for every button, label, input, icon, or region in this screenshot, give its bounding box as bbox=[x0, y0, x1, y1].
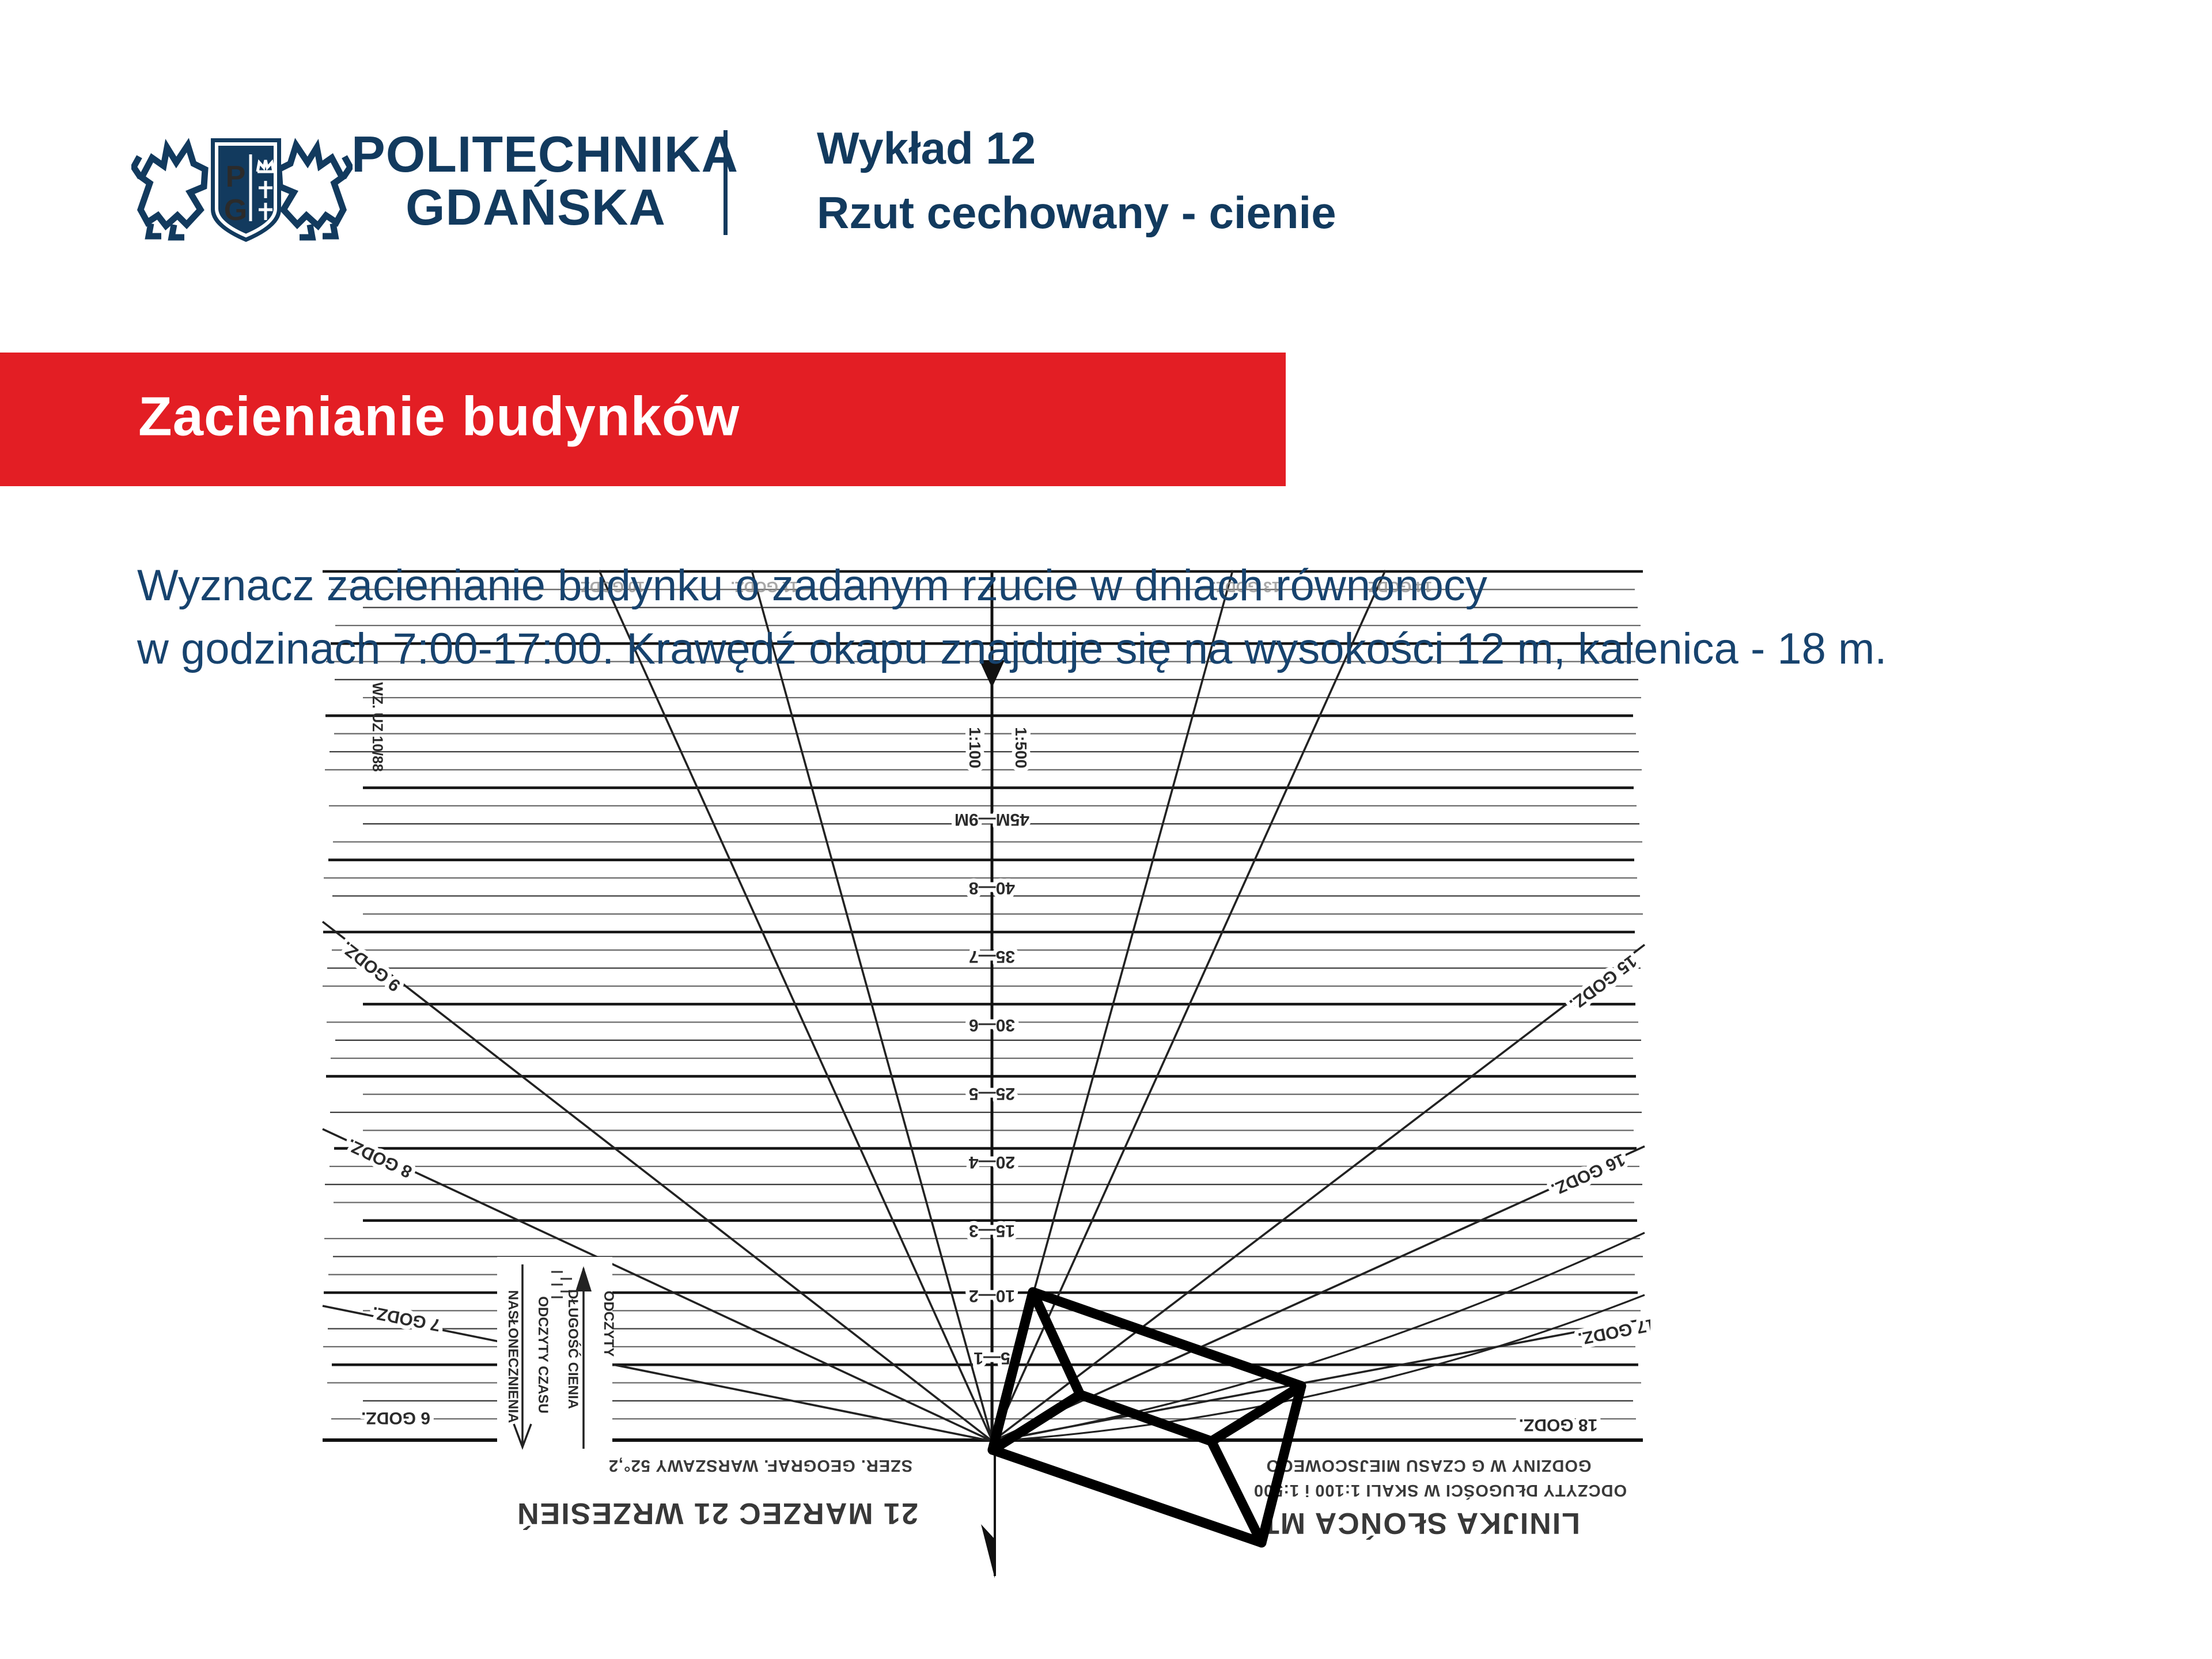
university-name-line1: POLITECHNIKA bbox=[351, 126, 738, 183]
hour-label-top: 14 GODZ. bbox=[1364, 578, 1432, 596]
hour-label-top: 11 GODZ. bbox=[730, 578, 798, 596]
legend-columns: NASŁONECZNIENIA ODCZYTY CZASU DŁUGOŚĆ CIEN… bbox=[497, 1257, 616, 1457]
caption-dates: 21 MARZEC 21 WRZESIEŃ bbox=[516, 1497, 918, 1530]
hour-ray bbox=[751, 570, 994, 1442]
hour-ray bbox=[991, 944, 1646, 1442]
axis-tick-label: 30—6 bbox=[969, 1016, 1015, 1035]
lecture-title: Rzut cechowany - cienie bbox=[817, 187, 1336, 238]
hour-label-left: 7 GODZ. bbox=[370, 1303, 442, 1335]
lecture-number: Wykład 12 bbox=[817, 123, 1036, 173]
university-name-line2: GDAŃSKA bbox=[406, 179, 666, 236]
hour-label-right: 16 GODZ. bbox=[1548, 1150, 1628, 1199]
axis-tick-label: 35—7 bbox=[969, 947, 1015, 966]
hour-ray bbox=[322, 1305, 993, 1442]
axis-tick-label: 40—8 bbox=[969, 878, 1015, 897]
pg-university-emblem-icon: P G bbox=[131, 138, 353, 242]
emblem-letter-g: G bbox=[224, 194, 247, 227]
task-line2: w godzinach 7:00-17:00. Krawędź okapu zn… bbox=[137, 624, 1887, 673]
shield-icon: P G bbox=[211, 138, 281, 242]
legend-clearing bbox=[497, 1257, 612, 1457]
hour-label-top: 10 GODZ. bbox=[577, 578, 645, 596]
arrow-up-icon bbox=[575, 1266, 592, 1291]
axis-tick-label: 45M—9M bbox=[955, 810, 1029, 829]
header-divider bbox=[724, 130, 728, 235]
ground-label-left: 6 GODZ. bbox=[361, 1408, 430, 1427]
gdansk-crown-crosses-icon bbox=[256, 159, 275, 220]
declination-curve bbox=[992, 1294, 1645, 1442]
hour-label-top: 13 GODZ. bbox=[1212, 578, 1280, 596]
caption-hours-note: GODZINY W G CZASU MIEJSCOWEGO bbox=[1266, 1456, 1592, 1475]
section-title: Zacienianie budynków bbox=[138, 385, 740, 448]
hour-ray bbox=[598, 570, 994, 1442]
caption-scale-note: ODCZYTY DŁUGOŚCI W SKALI 1:100 i 1:500 bbox=[1253, 1481, 1627, 1501]
central-axis: 45M—9M 40—8 35—7 30—6 25—5 20—4 15—3 10—2 5—1 bbox=[950, 570, 1033, 1445]
caption-chart-title: LINIJKA SŁOŃCA MT bbox=[1260, 1506, 1580, 1540]
lion-left-icon bbox=[131, 138, 209, 241]
hour-ray bbox=[322, 1128, 993, 1442]
emblem-letter-p: P bbox=[226, 160, 246, 194]
task-line1: Wyznacz zacienianie budynku o zadanym rz… bbox=[137, 561, 1487, 610]
caption-latitude: SZER. GEOGRAF. WARSZAWY 52°,2 bbox=[608, 1456, 912, 1475]
slide-header: P G POLITECHNIKA GDAŃSKA Wykład 12 Rzut … bbox=[0, 0, 2212, 323]
axis-scale-left: 1:100 bbox=[966, 727, 984, 768]
axis-scale-right: 1:500 bbox=[1012, 727, 1030, 768]
axis-tick-label: 5—1 bbox=[974, 1349, 1010, 1368]
task-text: Wyznacz zacienianie budynku o zadanym rz… bbox=[137, 554, 1887, 681]
hour-ray bbox=[992, 1145, 1645, 1442]
lion-right-icon bbox=[275, 138, 353, 241]
university-name: POLITECHNIKA GDAŃSKA bbox=[351, 126, 738, 236]
legend-column-label: DŁUGOŚĆ CIENIA bbox=[565, 1289, 581, 1409]
lecture-header: Wykład 12 Rzut cechowany - cienie bbox=[817, 126, 1336, 235]
hour-ray bbox=[992, 1318, 1645, 1442]
axis-arrowhead-icon bbox=[979, 660, 1005, 688]
axis-tick-label: 15—3 bbox=[969, 1221, 1015, 1240]
axis-tick-label: 20—4 bbox=[969, 1153, 1015, 1172]
section-banner: Zacienianie budynków bbox=[0, 353, 1286, 486]
arrow-down-icon bbox=[513, 1423, 532, 1450]
building-plan-outline bbox=[987, 1287, 1306, 1548]
declination-curve bbox=[992, 1232, 1645, 1442]
legend-column-label: NASŁONECZNIENIA bbox=[505, 1290, 521, 1423]
archive-stamp: WZ. UZ 10/88 bbox=[369, 682, 385, 772]
axis-tick-label: 25—5 bbox=[969, 1084, 1015, 1103]
north-arrow-icon bbox=[981, 1445, 996, 1578]
ground-label-right: 18 GODZ. bbox=[1519, 1415, 1598, 1434]
hour-label-left: 8 GODZ. bbox=[344, 1135, 415, 1181]
legend-column-label: ODCZYTY CZASU bbox=[535, 1296, 551, 1414]
hour-ray bbox=[321, 921, 994, 1442]
axis-tick-label: 10—2 bbox=[969, 1286, 1015, 1305]
hour-label-right: 17 GODZ. bbox=[1577, 1315, 1650, 1348]
legend-column-label: ODCZYTY bbox=[601, 1291, 616, 1357]
